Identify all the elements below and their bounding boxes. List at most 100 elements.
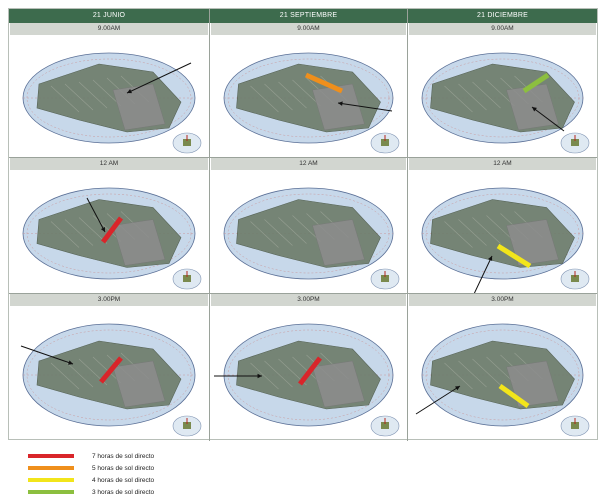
cell-render [214, 323, 400, 437]
site-texture [278, 217, 307, 244]
cell-render [415, 323, 590, 437]
site-texture [444, 362, 473, 390]
site-texture [472, 81, 501, 109]
compass-model [183, 422, 191, 429]
compass-model [381, 139, 389, 146]
site-texture [250, 85, 279, 113]
column-divider [209, 9, 210, 441]
legend-swatch [28, 490, 74, 494]
sun-study-cell [9, 35, 209, 157]
column-header-junio: 21 JUNIO [9, 9, 209, 23]
site-texture [50, 85, 80, 113]
legend-swatch [28, 454, 74, 458]
site-texture [250, 362, 279, 390]
building-block [506, 219, 559, 266]
sun-direction-arrow [86, 197, 106, 233]
cell-render [22, 187, 202, 290]
site-texture [64, 360, 94, 388]
sun-study-cell [9, 170, 209, 293]
cell-render [22, 52, 202, 154]
compass-model [381, 422, 389, 429]
time-label: 3.00PM [10, 294, 208, 306]
time-label: 9.00AM [409, 23, 596, 35]
site-texture [444, 221, 473, 248]
cell-render [421, 52, 590, 154]
sun-direction-arrow [20, 345, 74, 365]
legend-swatch [28, 478, 74, 482]
row-divider [9, 293, 597, 294]
legend-label: 5 horas de sol directo [92, 465, 155, 472]
building-block [312, 360, 365, 408]
column-header-septiembre: 21 SEPTIEMBRE [210, 9, 407, 23]
legend-swatch [28, 466, 74, 470]
sun-hours-bar [99, 356, 123, 384]
legend-item: 5 horas de sol directo [28, 464, 328, 473]
arrow-head [338, 101, 343, 106]
building-block [112, 83, 166, 131]
sun-study-cell [210, 35, 407, 157]
cell-render [223, 187, 400, 290]
site-texture [458, 360, 487, 388]
sun-direction-arrow [415, 385, 461, 415]
arrow-head [68, 360, 73, 365]
site-texture [78, 81, 108, 109]
legend-item: 3 horas de sol directo [28, 488, 328, 497]
legend: 7 horas de sol directo 5 horas de sol dir… [28, 452, 328, 502]
arrow-head [257, 373, 262, 379]
sun-study-cell [210, 306, 407, 440]
site-texture [264, 219, 293, 246]
sun-hours-bar [496, 243, 532, 269]
sun-study-cell [9, 306, 209, 440]
site-texture [50, 221, 80, 248]
sun-direction-arrow [473, 255, 493, 293]
time-label: 3.00PM [409, 294, 596, 306]
sun-direction-arrow [337, 102, 393, 112]
time-label: 9.00AM [10, 23, 208, 35]
sun-direction-arrow [126, 62, 192, 94]
legend-item: 7 horas de sol directo [28, 452, 328, 461]
time-label: 3.00PM [211, 294, 406, 306]
site-texture [278, 81, 307, 109]
compass-model [381, 275, 389, 282]
compass-model [183, 139, 191, 146]
site-texture [50, 362, 80, 390]
arrow-head [488, 256, 493, 261]
site-texture [458, 83, 487, 111]
compass-model [571, 422, 579, 429]
compass-model [571, 275, 579, 282]
time-label: 12 AM [10, 158, 208, 170]
building-block [112, 360, 166, 408]
cell-render [421, 187, 590, 293]
compass-model [183, 275, 191, 282]
compass-model [571, 139, 579, 146]
site-texture [458, 219, 487, 246]
site-texture [264, 83, 293, 111]
sun-hours-bar [522, 72, 550, 94]
site-texture [472, 358, 501, 386]
site-texture [64, 83, 94, 111]
sun-study-cell [408, 170, 597, 293]
site-texture [264, 360, 293, 388]
site-texture [472, 217, 501, 244]
sun-hours-bar [304, 72, 344, 94]
sun-study-cell [408, 35, 597, 157]
legend-label: 7 horas de sol directo [92, 453, 155, 460]
sun-direction-arrow [531, 106, 565, 132]
sun-hours-bar [498, 383, 530, 409]
column-header-diciembre: 21 DICIEMBRE [408, 9, 597, 23]
legend-label: 4 horas de sol directo [92, 477, 155, 484]
site-texture [444, 85, 473, 113]
sun-hours-bar [298, 356, 322, 386]
sun-study-cell [408, 306, 597, 440]
building-block [312, 83, 365, 131]
time-label: 12 AM [409, 158, 596, 170]
arrow-head [455, 386, 460, 391]
legend-label: 3 horas de sol directo [92, 489, 155, 496]
sun-study-cell [210, 170, 407, 293]
site-texture [64, 219, 94, 246]
building-block [312, 219, 365, 266]
arrow-head [532, 107, 537, 112]
arrow-head [100, 227, 105, 232]
building-block [112, 219, 166, 266]
site-texture [250, 221, 279, 248]
